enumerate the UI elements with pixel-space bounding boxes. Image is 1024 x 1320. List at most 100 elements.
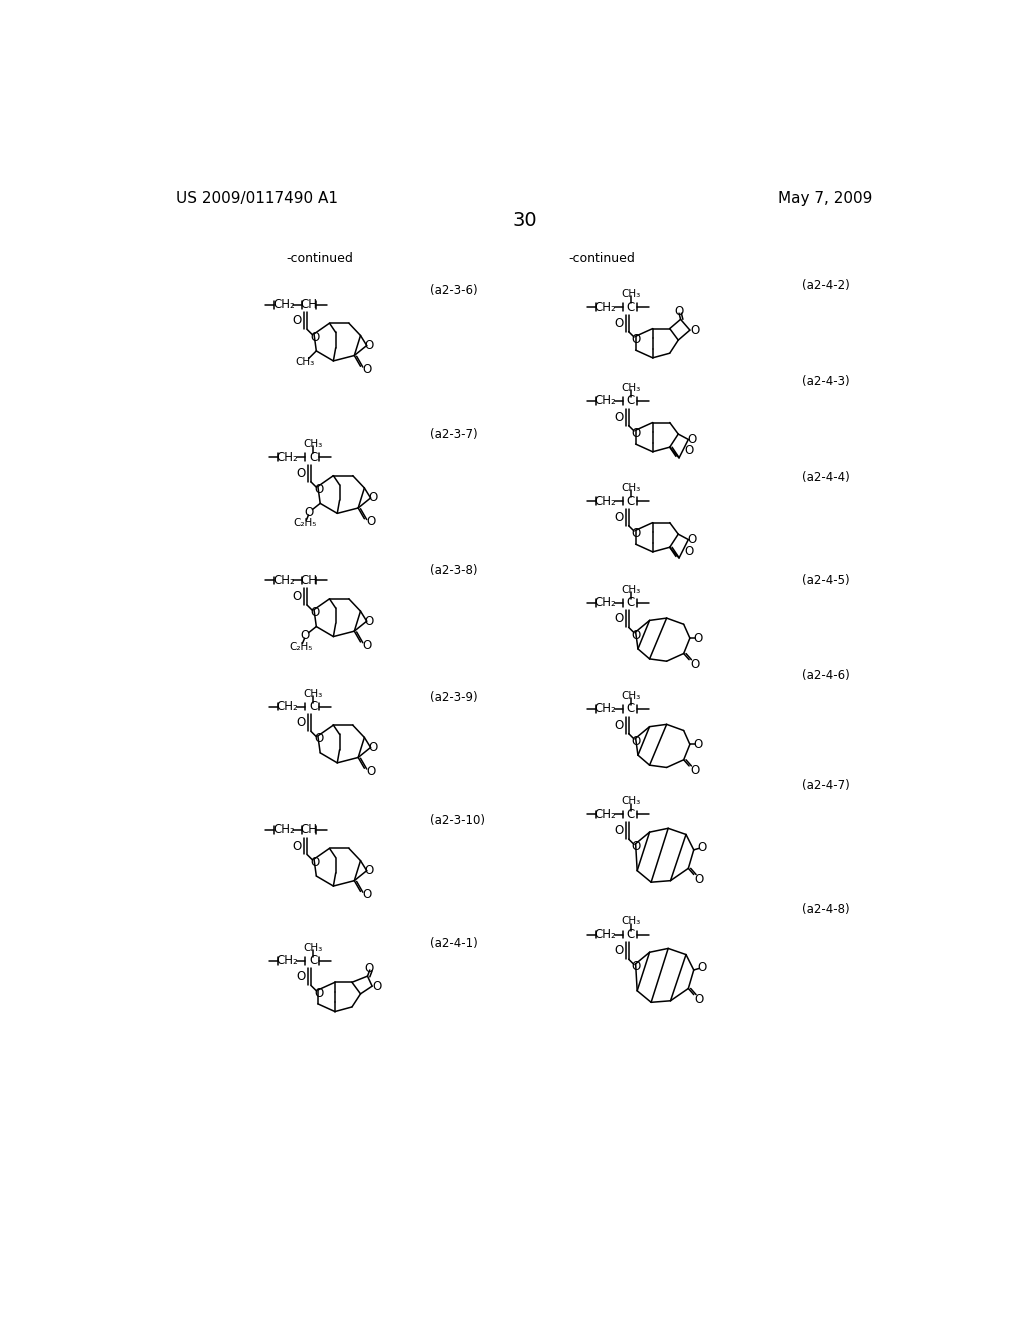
Text: (a2-3-10): (a2-3-10) xyxy=(430,814,485,828)
Text: O: O xyxy=(366,515,375,528)
Text: O: O xyxy=(632,527,641,540)
Text: O: O xyxy=(684,545,693,557)
Text: O: O xyxy=(690,657,699,671)
Text: O: O xyxy=(292,590,302,603)
Text: CH₂: CH₂ xyxy=(276,450,299,463)
Text: CH₃: CH₃ xyxy=(303,440,323,449)
Text: O: O xyxy=(296,717,305,730)
Text: (a2-4-7): (a2-4-7) xyxy=(802,779,850,792)
Text: O: O xyxy=(690,764,699,777)
Text: O: O xyxy=(310,330,319,343)
Text: O: O xyxy=(697,841,707,854)
Text: O: O xyxy=(369,741,378,754)
Text: CH₃: CH₃ xyxy=(622,916,641,927)
Text: O: O xyxy=(365,615,374,628)
Text: C: C xyxy=(627,597,635,610)
Text: C: C xyxy=(309,450,317,463)
Text: O: O xyxy=(632,961,641,973)
Text: O: O xyxy=(687,433,696,446)
Text: O: O xyxy=(694,993,703,1006)
Text: O: O xyxy=(310,606,319,619)
Text: O: O xyxy=(292,314,302,327)
Text: O: O xyxy=(614,718,624,731)
Text: O: O xyxy=(365,962,374,975)
Text: CH₂: CH₂ xyxy=(595,702,616,715)
Text: O: O xyxy=(684,445,693,458)
Text: (a2-3-7): (a2-3-7) xyxy=(430,428,478,441)
Text: (a2-4-4): (a2-4-4) xyxy=(802,471,850,484)
Text: CH₂: CH₂ xyxy=(273,824,295,837)
Text: O: O xyxy=(632,735,641,748)
Text: 30: 30 xyxy=(512,210,538,230)
Text: O: O xyxy=(362,639,372,652)
Text: C₂H₅: C₂H₅ xyxy=(293,519,316,528)
Text: CH: CH xyxy=(301,824,317,837)
Text: O: O xyxy=(300,630,309,643)
Text: O: O xyxy=(310,855,319,869)
Text: O: O xyxy=(362,363,372,376)
Text: CH: CH xyxy=(301,574,317,587)
Text: O: O xyxy=(614,411,624,424)
Text: CH₂: CH₂ xyxy=(276,954,299,968)
Text: O: O xyxy=(632,426,641,440)
Text: C: C xyxy=(309,954,317,968)
Text: CH₂: CH₂ xyxy=(273,298,295,312)
Text: C: C xyxy=(627,928,635,941)
Text: O: O xyxy=(296,970,305,983)
Text: May 7, 2009: May 7, 2009 xyxy=(777,191,872,206)
Text: O: O xyxy=(694,873,703,886)
Text: CH₃: CH₃ xyxy=(622,289,641,298)
Text: CH₂: CH₂ xyxy=(595,301,616,314)
Text: CH₂: CH₂ xyxy=(595,395,616,408)
Text: C: C xyxy=(627,395,635,408)
Text: O: O xyxy=(614,317,624,330)
Text: O: O xyxy=(362,888,372,902)
Text: C: C xyxy=(627,301,635,314)
Text: (a2-4-5): (a2-4-5) xyxy=(802,574,850,587)
Text: O: O xyxy=(304,506,313,519)
Text: O: O xyxy=(614,612,624,626)
Text: (a2-4-3): (a2-4-3) xyxy=(802,375,850,388)
Text: O: O xyxy=(314,483,324,496)
Text: O: O xyxy=(365,865,374,878)
Text: C: C xyxy=(627,808,635,821)
Text: O: O xyxy=(614,824,624,837)
Text: CH₃: CH₃ xyxy=(296,356,315,367)
Text: C: C xyxy=(627,495,635,508)
Text: -continued: -continued xyxy=(569,252,636,265)
Text: (a2-4-6): (a2-4-6) xyxy=(802,669,850,682)
Text: (a2-4-2): (a2-4-2) xyxy=(802,279,850,292)
Text: O: O xyxy=(693,631,702,644)
Text: CH₂: CH₂ xyxy=(595,495,616,508)
Text: CH₂: CH₂ xyxy=(276,700,299,713)
Text: C₂H₅: C₂H₅ xyxy=(289,642,312,652)
Text: CH₂: CH₂ xyxy=(595,928,616,941)
Text: -continued: -continued xyxy=(287,252,353,265)
Text: CH₂: CH₂ xyxy=(595,808,616,821)
Text: O: O xyxy=(314,986,324,999)
Text: O: O xyxy=(693,738,702,751)
Text: CH₃: CH₃ xyxy=(622,383,641,393)
Text: O: O xyxy=(314,733,324,746)
Text: C: C xyxy=(627,702,635,715)
Text: O: O xyxy=(365,339,374,352)
Text: CH₃: CH₃ xyxy=(622,585,641,594)
Text: US 2009/0117490 A1: US 2009/0117490 A1 xyxy=(176,191,338,206)
Text: C: C xyxy=(309,700,317,713)
Text: O: O xyxy=(614,944,624,957)
Text: O: O xyxy=(632,841,641,853)
Text: CH: CH xyxy=(301,298,317,312)
Text: (a2-3-6): (a2-3-6) xyxy=(430,284,478,297)
Text: CH₃: CH₃ xyxy=(622,483,641,492)
Text: (a2-4-8): (a2-4-8) xyxy=(802,903,850,916)
Text: CH₂: CH₂ xyxy=(595,597,616,610)
Text: (a2-3-9): (a2-3-9) xyxy=(430,690,478,704)
Text: O: O xyxy=(614,511,624,524)
Text: CH₂: CH₂ xyxy=(273,574,295,587)
Text: O: O xyxy=(697,961,707,974)
Text: O: O xyxy=(690,323,699,337)
Text: O: O xyxy=(292,840,302,853)
Text: O: O xyxy=(632,628,641,642)
Text: CH₃: CH₃ xyxy=(303,942,323,953)
Text: O: O xyxy=(372,979,381,993)
